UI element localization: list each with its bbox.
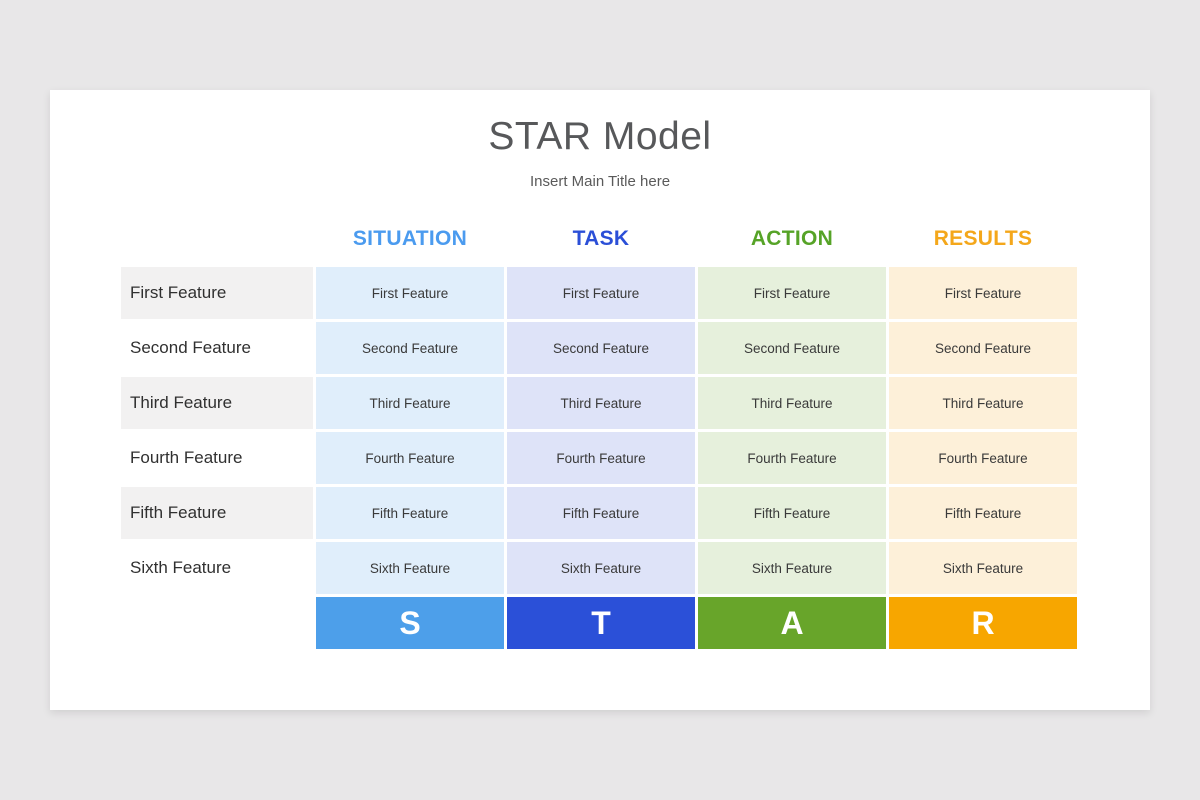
page-title: STAR Model <box>488 115 712 158</box>
letter-block-r: R <box>889 597 1077 649</box>
cell-results-fifth: Fifth Feature <box>889 487 1077 539</box>
row-label-fourth: Fourth Feature <box>130 448 243 467</box>
column-header-task: TASK <box>572 227 630 250</box>
cell-situation-sixth: Sixth Feature <box>316 542 504 594</box>
cell-situation-third: Third Feature <box>316 377 504 429</box>
letter-block-s: S <box>316 597 504 649</box>
letter-row-spacer <box>121 597 313 649</box>
cell-results-second: Second Feature <box>889 322 1077 374</box>
cell-action-second: Second Feature <box>698 322 886 374</box>
cell-situation-fifth: Fifth Feature <box>316 487 504 539</box>
letter-block-t: T <box>507 597 695 649</box>
header-spacer <box>121 224 313 264</box>
cell-task-third: Third Feature <box>507 377 695 429</box>
row-label-second: Second Feature <box>130 338 251 357</box>
cell-results-first: First Feature <box>889 267 1077 319</box>
cell-situation-second: Second Feature <box>316 322 504 374</box>
row-label-first: First Feature <box>121 267 313 319</box>
star-table: SITUATION TASK ACTION RESULTS First Feat… <box>121 224 1077 649</box>
letter-block-a: A <box>698 597 886 649</box>
cell-action-fourth: Fourth Feature <box>698 432 886 484</box>
cell-action-third: Third Feature <box>698 377 886 429</box>
column-header-results: RESULTS <box>933 227 1033 250</box>
cell-results-sixth: Sixth Feature <box>889 542 1077 594</box>
slide-card: STAR Model Insert Main Title here SITUAT… <box>50 90 1150 710</box>
row-label-fifth: Fifth Feature <box>121 487 313 539</box>
cell-task-fourth: Fourth Feature <box>507 432 695 484</box>
cell-situation-first: First Feature <box>316 267 504 319</box>
page-subtitle: Insert Main Title here <box>529 173 671 190</box>
cell-results-third: Third Feature <box>889 377 1077 429</box>
cell-action-fifth: Fifth Feature <box>698 487 886 539</box>
cell-action-first: First Feature <box>698 267 886 319</box>
cell-task-second: Second Feature <box>507 322 695 374</box>
row-label-sixth: Sixth Feature <box>130 558 232 577</box>
cell-task-sixth: Sixth Feature <box>507 542 695 594</box>
cell-action-sixth: Sixth Feature <box>698 542 886 594</box>
cell-situation-fourth: Fourth Feature <box>316 432 504 484</box>
cell-results-fourth: Fourth Feature <box>889 432 1077 484</box>
cell-task-first: First Feature <box>507 267 695 319</box>
column-header-action: ACTION <box>750 227 834 250</box>
row-label-third: Third Feature <box>121 377 313 429</box>
column-header-situation: SITUATION <box>352 227 468 250</box>
cell-task-fifth: Fifth Feature <box>507 487 695 539</box>
